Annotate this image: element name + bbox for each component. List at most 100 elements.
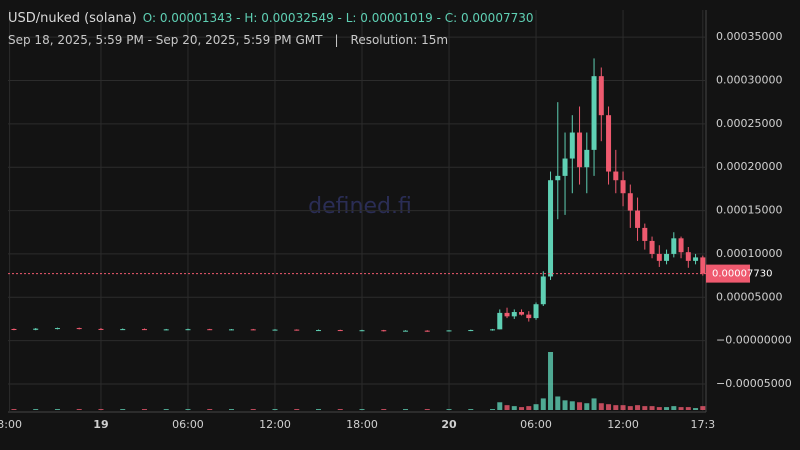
- volume-bar: [671, 406, 677, 410]
- volume-bar: [272, 409, 278, 410]
- volume-bar: [11, 409, 17, 410]
- volume-bar: [315, 409, 321, 410]
- last-price-label: 0.00007730: [712, 269, 772, 280]
- candle-body: [635, 210, 641, 228]
- y-tick-label: 0.00005000: [716, 290, 782, 303]
- volume-bar: [33, 409, 39, 410]
- volume-bar: [693, 408, 699, 410]
- candle-body: [468, 330, 474, 332]
- x-tick-label: 12:00: [259, 418, 291, 431]
- x-tick-label: 18:00: [346, 418, 378, 431]
- candle-body: [424, 330, 430, 332]
- y-tick-label: 0.00035000: [716, 30, 782, 43]
- volume-bar: [337, 409, 343, 410]
- title: USD/nuked (solana): [8, 11, 137, 26]
- candle-body: [98, 328, 104, 330]
- volume-bar: [627, 406, 633, 410]
- volume-bar: [678, 407, 684, 410]
- candle-body: [664, 253, 670, 261]
- candle-body: [613, 171, 619, 181]
- candle-body: [33, 328, 39, 330]
- candle-body: [54, 328, 60, 330]
- candle-body: [685, 252, 691, 261]
- candle-body: [228, 329, 234, 331]
- y-tick-label: −0.00000000: [716, 334, 792, 347]
- y-tick-label: 0.00010000: [716, 247, 782, 260]
- volume-bar: [562, 400, 568, 410]
- x-tick-label: 06:00: [172, 418, 204, 431]
- y-tick-label: 0.00015000: [716, 204, 782, 217]
- volume-bar: [591, 398, 597, 410]
- volume-bar: [526, 406, 532, 410]
- resolution: Resolution: 15m: [350, 33, 449, 47]
- candle-body: [207, 329, 213, 331]
- candle-body: [294, 329, 300, 331]
- volume-bar: [98, 409, 104, 410]
- candle-body: [141, 329, 147, 331]
- candle-body: [584, 149, 590, 168]
- volume-bar: [504, 405, 510, 410]
- volume-bar: [120, 409, 126, 410]
- separator: |: [334, 33, 339, 47]
- candle-body: [120, 329, 126, 331]
- candle-body: [337, 330, 343, 332]
- volume-bar: [577, 402, 583, 410]
- candle-body: [533, 304, 539, 319]
- candle-body: [700, 257, 706, 274]
- volume-bar: [141, 409, 147, 410]
- volume-bar: [642, 406, 648, 410]
- volume-bar: [649, 406, 655, 410]
- candle-body: [642, 227, 648, 241]
- candle-body: [555, 175, 561, 181]
- volume-bar: [76, 409, 82, 410]
- candle-body: [606, 115, 612, 172]
- candle-body: [627, 193, 633, 211]
- volume-bar: [511, 406, 517, 410]
- candle-body: [315, 330, 321, 332]
- volume-bar: [228, 409, 234, 410]
- volume-bar: [664, 407, 670, 410]
- candle-body: [185, 329, 191, 331]
- candle-body: [562, 158, 568, 176]
- candle-body: [490, 329, 496, 331]
- volume-bar: [446, 409, 452, 410]
- volume-bar: [533, 404, 539, 410]
- volume-bar: [620, 405, 626, 410]
- volume-bar: [207, 409, 213, 410]
- candle-body: [272, 329, 278, 331]
- last-price-box: [706, 264, 750, 283]
- x-tick-label: 06:00: [520, 418, 552, 431]
- candle-body: [649, 240, 655, 254]
- candle-body: [540, 276, 546, 305]
- volume-bar: [163, 409, 169, 410]
- volume-bar: [250, 409, 256, 410]
- volume-bar: [555, 396, 561, 410]
- candle-body: [403, 330, 409, 332]
- candle-body: [446, 330, 452, 332]
- candle-body: [11, 328, 17, 330]
- candle-body: [497, 312, 503, 330]
- volume-bar: [359, 409, 365, 410]
- candle-body: [519, 312, 525, 315]
- candle-body: [671, 238, 677, 254]
- x-tick-label: 20: [441, 418, 457, 431]
- volume-bar: [584, 403, 590, 410]
- candle-body: [359, 330, 365, 332]
- volume-bar: [685, 407, 691, 410]
- volume-bar: [700, 406, 706, 410]
- candle-body: [656, 253, 662, 261]
- x-tick-label: 3:00: [0, 418, 22, 431]
- y-tick-label: 0.00030000: [716, 73, 782, 86]
- candle-body: [693, 257, 699, 261]
- volume-bar: [569, 401, 575, 410]
- volume-bar: [424, 409, 430, 410]
- date-range: Sep 18, 2025, 5:59 PM - Sep 20, 2025, 5:…: [8, 33, 323, 47]
- header: USD/nuked (solana) O: 0.00001343 - H: 0.0…: [8, 11, 534, 26]
- y-tick-label: 0.00020000: [716, 160, 782, 173]
- volume-bar: [54, 409, 60, 410]
- volume-bar: [468, 409, 474, 410]
- volume-bar: [497, 402, 503, 410]
- subheader: Sep 18, 2025, 5:59 PM - Sep 20, 2025, 5:…: [8, 33, 460, 47]
- candle-body: [250, 329, 256, 331]
